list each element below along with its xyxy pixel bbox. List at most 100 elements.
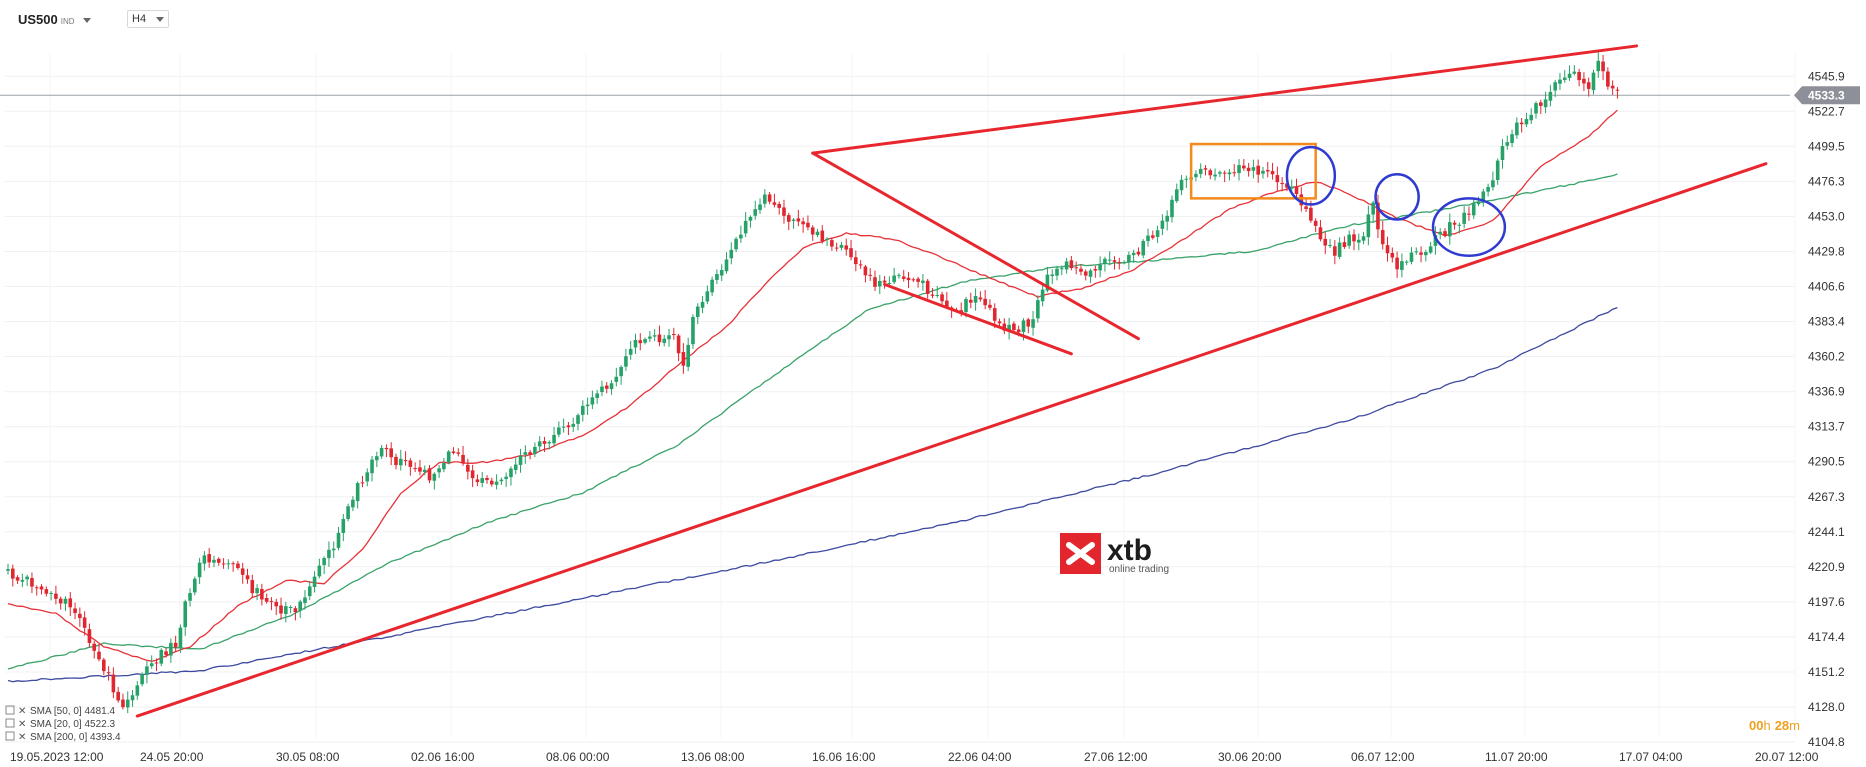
time-tick-label: 27.06 12:00	[1084, 750, 1148, 764]
candle-up	[686, 344, 690, 367]
candle-down	[245, 575, 250, 580]
legend-close-icon: ✕	[18, 719, 26, 730]
time-tick-label: 30.06 20:00	[1218, 750, 1282, 764]
candle-up	[877, 280, 882, 287]
candle-up	[973, 296, 978, 303]
candle-up	[255, 588, 259, 594]
candle-up	[1457, 224, 1462, 226]
candle-up	[518, 455, 523, 465]
candle-down	[849, 248, 853, 258]
candle-down	[250, 580, 255, 594]
candle-down	[801, 221, 805, 225]
candle-up	[1179, 179, 1184, 191]
candle-down	[1294, 186, 1299, 195]
candle-up	[379, 447, 384, 457]
time-tick-label: 20.07 12:00	[1755, 750, 1819, 764]
candle-up	[710, 279, 714, 293]
candle-down	[1112, 260, 1117, 262]
candle-up	[331, 548, 336, 551]
candle-up	[63, 598, 68, 604]
candle-down	[1304, 206, 1308, 209]
candle-up	[1198, 168, 1203, 174]
candle-down	[638, 340, 643, 344]
price-axis[interactable]: 4545.9 4522.7 4499.5 4476.3 4453.0 4429.8 4406…	[1808, 69, 1845, 749]
candle-up	[633, 339, 638, 348]
candle-up	[1510, 134, 1514, 144]
candle-down	[116, 691, 120, 701]
price-tick-label: 4267.3	[1808, 490, 1845, 504]
candle-up	[504, 476, 508, 479]
candle-up	[1491, 180, 1495, 188]
candle-up	[897, 275, 901, 277]
candle-up	[1155, 230, 1160, 237]
drawings	[135, 44, 1768, 718]
candle-up	[1141, 240, 1146, 256]
candle-up	[1562, 77, 1567, 81]
candle-up	[700, 301, 705, 308]
candle-down	[1601, 61, 1605, 72]
legend-entry: SMA [200, 0] 4393.4	[30, 732, 121, 743]
sma-50-line	[7, 173, 1618, 670]
candle-up	[1591, 72, 1596, 91]
candle-down	[786, 215, 791, 222]
candle-up	[1107, 259, 1112, 261]
candle-down	[1352, 234, 1356, 242]
candle-up	[288, 607, 293, 609]
candle-up	[839, 244, 844, 248]
candle-up	[595, 393, 599, 399]
candle-up	[322, 558, 326, 566]
candle-up	[1261, 170, 1265, 174]
candle-up	[695, 306, 700, 317]
candle-up	[1007, 324, 1011, 331]
candle-up	[719, 270, 724, 276]
candle-up	[1055, 268, 1059, 276]
candle-down	[1380, 230, 1385, 245]
candle-down	[1577, 71, 1581, 81]
candle-up	[1596, 60, 1601, 72]
candle-down	[1012, 323, 1016, 331]
candle-down	[121, 699, 125, 708]
legend-close-icon: ✕	[18, 732, 26, 743]
symbol-selector[interactable]: US500 IND	[18, 12, 91, 27]
candle-up	[1486, 186, 1490, 192]
candle-down	[293, 608, 298, 613]
candle-up	[1471, 203, 1476, 216]
time-axis[interactable]: 19.05.2023 12:00 24.05 20:00 30.05 08:00 02…	[10, 750, 1819, 764]
candle-down	[39, 586, 44, 590]
price-tick-label: 4429.8	[1808, 245, 1845, 259]
timeframe-selector[interactable]: H4	[127, 10, 169, 28]
candle-up	[1424, 252, 1428, 256]
candle-up	[1165, 215, 1169, 222]
candle-up	[499, 479, 504, 482]
candle-up	[197, 562, 202, 578]
candle-up	[537, 441, 542, 447]
price-tick-label: 4476.3	[1808, 174, 1845, 188]
candle-down	[1203, 168, 1208, 170]
candle-down	[1323, 238, 1328, 246]
last-price-tag: 4533.3	[1794, 86, 1860, 105]
candle-up	[1021, 320, 1026, 333]
candle-down	[1285, 183, 1289, 188]
candle-up	[739, 234, 743, 239]
candle-down	[925, 280, 930, 294]
candle-up	[1127, 254, 1131, 263]
indicator-legend: ✕ SMA [50, 0] 4481.4 ✕ SMA [20, 0] 4522.3 ✕ S…	[5, 705, 121, 743]
time-tick-label: 08.06 00:00	[546, 750, 610, 764]
candle-down	[451, 451, 456, 453]
candle-down	[418, 467, 422, 472]
candle-down	[221, 563, 226, 565]
candle-down	[384, 447, 389, 450]
price-tick-label: 4453.0	[1808, 209, 1845, 223]
candle-down	[834, 247, 839, 249]
sma-200-line	[7, 306, 1618, 683]
candle-down	[997, 321, 1002, 324]
price-tick-label: 4499.5	[1808, 139, 1845, 153]
candle-down	[830, 240, 834, 247]
candle-up	[643, 339, 647, 343]
candle-down	[1519, 122, 1524, 125]
trendline-flag-upper	[811, 151, 1140, 341]
candle-up	[715, 274, 719, 280]
candle-up	[1462, 212, 1466, 224]
candle-down	[1016, 329, 1021, 333]
